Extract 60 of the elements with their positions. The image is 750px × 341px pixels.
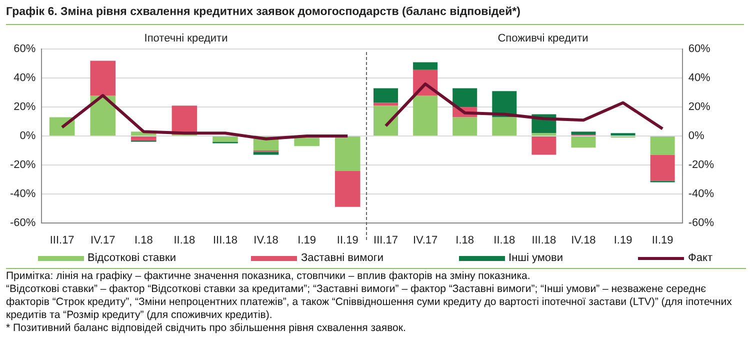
bar (374, 102, 398, 106)
y-tick-label: -60% (688, 216, 714, 229)
bar (650, 154, 675, 181)
x-tick-label: I.18 (456, 234, 474, 246)
y-tick-label: -40% (688, 188, 714, 200)
bar (212, 136, 238, 142)
y-tick-label: -60% (10, 216, 36, 229)
y-tick-label: 0% (688, 130, 704, 142)
x-tick-label: II.19 (336, 234, 358, 246)
text: “Відсоткові ставки” – фактор “Відсоткові ставки за кредитами”; “Заставні вимоги” – фактор “Заставні вимоги”; “Інші умови” – незважене середнє факторів “Строк кредиту”, “Зміни непроцентних платежів”, а також “Співвідношення суми кредиту до вартості іпотечної застави (LTV)” (для іпотечних кредитів та “Розмір кредиту” (для споживчих кредитів). (6, 283, 733, 322)
bar (571, 132, 596, 135)
bar (90, 60, 116, 96)
x-tick-label: III.17 (50, 234, 74, 246)
bar (413, 62, 438, 70)
y-tick-label: 60% (688, 43, 711, 56)
x-tick-label: II.19 (652, 234, 674, 246)
x-tick-label: III.18 (213, 234, 238, 246)
bar (131, 136, 156, 140)
x-tick-label: III.18 (532, 234, 556, 246)
y-tick-label: 20% (14, 101, 36, 114)
bar (452, 117, 478, 136)
legend-label: Факт (687, 252, 712, 264)
y-tick-label: -20% (10, 158, 36, 171)
x-tick-label: IV.17 (90, 234, 116, 246)
bar (650, 136, 675, 155)
chart-title: Іпотечні кредити (144, 32, 228, 45)
y-tick-label: 20% (688, 101, 711, 114)
text: * Позитивний баланс відповідей свідчить про збільшення рівня схвалення заявок. (6, 322, 407, 335)
bar (571, 136, 596, 148)
bar (492, 117, 517, 136)
x-tick-label: II.18 (174, 234, 196, 246)
bar (532, 136, 556, 155)
y-tick-label: 60% (14, 43, 36, 56)
y-tick-label: 0% (20, 130, 36, 142)
legend-label: Відсоткові ставки (86, 252, 176, 264)
bar (452, 88, 478, 108)
x-tick-label: I.18 (134, 234, 153, 246)
x-tick-label: I.19 (614, 234, 632, 246)
bar (90, 95, 116, 136)
x-tick-label: IV.18 (254, 234, 278, 246)
x-tick-label: I.19 (298, 234, 316, 246)
y-tick-label: -40% (10, 188, 36, 200)
text: Примітка: лінія на графіку – фактичне значення показника, стовпчики – вплив факторів на зміну показника. (6, 270, 532, 283)
bar (253, 152, 279, 155)
bar (374, 88, 398, 103)
y-tick-label: 40% (14, 72, 36, 84)
y-tick-label: -20% (688, 158, 714, 171)
x-tick-label: IV.17 (412, 234, 438, 246)
bar (374, 106, 398, 136)
legend-label: Інші умови (508, 252, 564, 264)
text: Графік 6. Зміна рівня схвалення кредитних заявок домогосподарств (баланс відповідей*) (6, 6, 520, 18)
x-tick-label: II.18 (494, 234, 516, 246)
x-tick-label: III.17 (374, 234, 398, 246)
bar (334, 170, 360, 207)
chart-title: Споживчі кредити (498, 32, 588, 45)
legend-label: Заставні вимоги (300, 252, 384, 264)
y-tick-label: 40% (688, 72, 711, 84)
x-tick-label: IV.18 (571, 234, 596, 246)
bar (413, 95, 438, 136)
bar (334, 136, 360, 171)
